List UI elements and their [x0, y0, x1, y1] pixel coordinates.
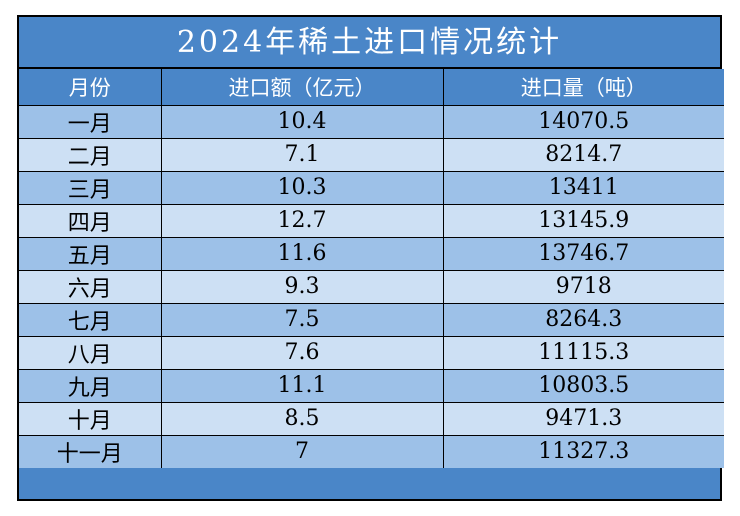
header-import-amount: 进口额（亿元）: [160, 69, 444, 106]
month-cell: 一月: [19, 104, 162, 139]
month-cell: 四月: [19, 203, 162, 238]
volume-cell: 9718: [442, 269, 724, 304]
table-row: 十一月 7 11327.3: [19, 434, 724, 468]
month-cell: 十月: [19, 401, 162, 436]
volume-cell: 13145.9: [442, 203, 724, 238]
table-row: 九月 11.1 10803.5: [19, 368, 724, 403]
amount-cell: 7.6: [160, 335, 444, 370]
volume-cell: 8264.3: [442, 302, 724, 337]
volume-cell: 13746.7: [442, 236, 724, 271]
table-title: 2024年稀土进口情况统计: [19, 17, 720, 69]
header-row: 月份 进口额（亿元） 进口量（吨）: [19, 69, 724, 106]
month-cell: 九月: [19, 368, 162, 403]
month-cell: 五月: [19, 236, 162, 271]
amount-cell: 7.1: [160, 137, 444, 172]
month-cell: 七月: [19, 302, 162, 337]
table-row: 七月 7.5 8264.3: [19, 302, 724, 337]
import-statistics-table: 2024年稀土进口情况统计 月份 进口额（亿元） 进口量（吨） 一月 10.4 …: [17, 15, 724, 501]
amount-cell: 7: [160, 434, 444, 468]
table-row: 五月 11.6 13746.7: [19, 236, 724, 271]
volume-cell: 11115.3: [442, 335, 724, 370]
data-table: 月份 进口额（亿元） 进口量（吨） 一月 10.4 14070.5 二月 7.1…: [19, 69, 724, 468]
month-cell: 三月: [19, 170, 162, 205]
amount-cell: 10.4: [160, 104, 444, 139]
table-row: 一月 10.4 14070.5: [19, 104, 724, 139]
volume-cell: 13411: [442, 170, 724, 205]
month-cell: 十一月: [19, 434, 162, 468]
month-cell: 八月: [19, 335, 162, 370]
table-row: 八月 7.6 11115.3: [19, 335, 724, 370]
header-month: 月份: [19, 69, 162, 106]
table-row: 二月 7.1 8214.7: [19, 137, 724, 172]
volume-cell: 8214.7: [442, 137, 724, 172]
volume-cell: 10803.5: [442, 368, 724, 403]
volume-cell: 11327.3: [442, 434, 724, 468]
amount-cell: 12.7: [160, 203, 444, 238]
amount-cell: 8.5: [160, 401, 444, 436]
header-import-volume: 进口量（吨）: [442, 69, 724, 106]
table-row: 六月 9.3 9718: [19, 269, 724, 304]
amount-cell: 7.5: [160, 302, 444, 337]
volume-cell: 9471.3: [442, 401, 724, 436]
amount-cell: 11.6: [160, 236, 444, 271]
amount-cell: 11.1: [160, 368, 444, 403]
volume-cell: 14070.5: [442, 104, 724, 139]
amount-cell: 9.3: [160, 269, 444, 304]
amount-cell: 10.3: [160, 170, 444, 205]
month-cell: 二月: [19, 137, 162, 172]
table-row: 十月 8.5 9471.3: [19, 401, 724, 436]
month-cell: 六月: [19, 269, 162, 304]
table-row: 四月 12.7 13145.9: [19, 203, 724, 238]
table-row: 三月 10.3 13411: [19, 170, 724, 205]
